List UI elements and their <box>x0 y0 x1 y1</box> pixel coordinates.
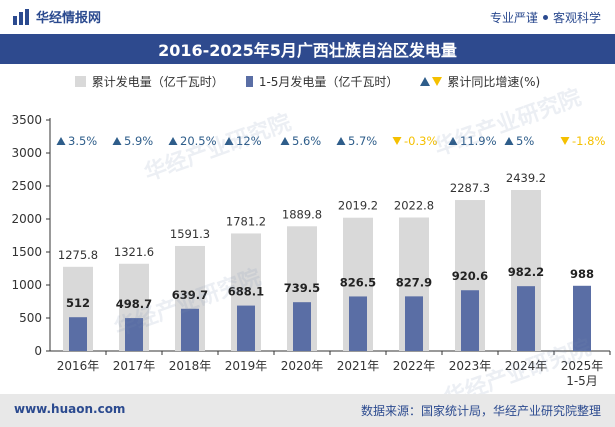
tagline: 专业严谨 客观科学 <box>490 9 601 26</box>
legend-label-cumulative: 累计发电量（亿千瓦时） <box>91 74 224 89</box>
data-label-cumulative-7: 2287.3 <box>450 181 490 195</box>
logo-icon <box>13 8 29 25</box>
y-tick-label-5: 2500 <box>11 179 42 193</box>
bar-monthly-1 <box>125 318 143 351</box>
data-label-monthly-2: 639.7 <box>172 288 208 302</box>
bar-monthly-6 <box>405 296 423 351</box>
y-tick-label-1: 500 <box>19 311 42 325</box>
growth-label-9: -1.8% <box>572 134 605 148</box>
x-tick-label-3: 2019年 <box>225 359 268 373</box>
legend-label-growth: 累计同比增速(%) <box>447 74 541 89</box>
growth-label-7: 11.9% <box>460 134 497 148</box>
footer: www.huaon.com 数据来源：国家统计局，华经产业研究院整理 <box>0 394 615 427</box>
x-tick-label-9-1: 1-5月 <box>566 374 598 388</box>
chart-title: 2016-2025年5月广西壮族自治区发电量 <box>0 34 615 64</box>
data-label-monthly-7: 920.6 <box>452 269 488 283</box>
growth-label-3: 12% <box>236 134 262 148</box>
logo-text: 华经情报网 <box>36 11 102 26</box>
bar-monthly-5 <box>349 296 367 351</box>
growth-marker-0 <box>56 137 66 145</box>
data-label-cumulative-3: 1781.2 <box>226 214 266 228</box>
y-tick-label-7: 3500 <box>11 113 42 127</box>
tagline-a: 专业严谨 <box>489 11 538 25</box>
bar-monthly-3 <box>237 305 255 351</box>
x-tick-label-9-0: 2025年 <box>561 359 604 373</box>
x-tick-label-4: 2020年 <box>281 359 324 373</box>
growth-marker-4 <box>280 137 290 145</box>
data-label-cumulative-2: 1591.3 <box>170 227 210 241</box>
x-tick-label-8: 2024年 <box>505 359 548 373</box>
legend-item-growth: 累计同比增速(%) <box>420 73 540 90</box>
bar-monthly-0 <box>69 317 87 351</box>
x-tick-label-0: 2016年 <box>57 359 100 373</box>
growth-label-6: -0.3% <box>404 134 437 148</box>
growth-marker-3 <box>224 137 234 145</box>
growth-marker-7 <box>448 137 458 145</box>
data-label-monthly-4: 739.5 <box>284 281 320 295</box>
y-tick-label-3: 1500 <box>11 245 42 259</box>
x-tick-label-7: 2023年 <box>449 359 492 373</box>
data-label-monthly-8: 982.2 <box>508 265 544 279</box>
growth-label-2: 20.5% <box>180 134 217 148</box>
data-label-cumulative-4: 1889.8 <box>282 207 322 221</box>
y-tick-label-0: 0 <box>34 344 42 358</box>
y-tick-label-6: 3000 <box>11 146 42 160</box>
x-tick-label-6: 2022年 <box>393 359 436 373</box>
data-label-monthly-5: 826.5 <box>340 275 376 289</box>
data-label-cumulative-5: 2019.2 <box>338 199 378 213</box>
data-label-cumulative-1: 1321.6 <box>114 245 154 259</box>
top-header: 华经情报网 专业严谨 客观科学 <box>0 0 615 34</box>
growth-marker-2 <box>168 137 178 145</box>
data-label-monthly-6: 827.9 <box>396 275 432 289</box>
bar-chart: 0 500 1000 1500 2000 2500 3000 3500 2016年 1275.8 5… <box>11 113 611 388</box>
growth-marker-1 <box>112 137 122 145</box>
legend-item-cumulative: 累计发电量（亿千瓦时） <box>74 73 224 90</box>
growth-label-0: 3.5% <box>68 134 97 148</box>
bar-monthly-2 <box>181 308 199 351</box>
growth-label-1: 5.9% <box>124 134 153 148</box>
legend-label-monthly: 1-5月发电量（亿千瓦时） <box>258 74 399 89</box>
brand: 华经情报网 <box>12 7 101 26</box>
bar-monthly-9 <box>573 285 591 351</box>
data-label-cumulative-0: 1275.8 <box>58 248 98 262</box>
legend-swatch-monthly <box>245 75 253 87</box>
growth-marker-6 <box>392 137 402 145</box>
footer-source: 数据来源：国家统计局，华经产业研究院整理 <box>360 404 601 418</box>
growth-marker-9 <box>560 137 570 145</box>
growth-marker-8 <box>504 137 514 145</box>
growth-marker-5 <box>336 137 346 145</box>
up-triangle-icon <box>420 76 431 86</box>
legend-swatch-cumulative <box>74 75 86 87</box>
data-label-cumulative-8: 2439.2 <box>506 171 546 185</box>
data-label-monthly-1: 498.7 <box>116 297 152 311</box>
growth-label-5: 5.7% <box>348 134 377 148</box>
bullet-icon <box>542 15 548 20</box>
bar-monthly-4 <box>293 302 311 351</box>
growth-label-8: 5% <box>516 134 534 148</box>
x-tick-label-1: 2017年 <box>113 359 156 373</box>
bar-monthly-8 <box>517 286 535 351</box>
data-label-monthly-0: 512 <box>66 296 90 310</box>
y-tick-label-4: 2000 <box>11 212 42 226</box>
y-tick-label-2: 1000 <box>11 278 42 292</box>
data-label-monthly-3: 688.1 <box>228 285 264 299</box>
down-triangle-icon <box>432 76 443 86</box>
growth-label-4: 5.6% <box>292 134 321 148</box>
data-label-cumulative-6: 2022.8 <box>394 198 434 212</box>
data-label-monthly-9: 988 <box>570 267 594 281</box>
legend-item-monthly: 1-5月发电量（亿千瓦时） <box>245 73 399 90</box>
chart-legend: 累计发电量（亿千瓦时） 1-5月发电量（亿千瓦时） 累计同比增速(%) <box>0 70 615 92</box>
x-tick-label-5: 2021年 <box>337 359 380 373</box>
tagline-b: 客观科学 <box>552 11 601 25</box>
footer-url[interactable]: www.huaon.com <box>14 402 126 416</box>
x-tick-label-2: 2018年 <box>169 359 212 373</box>
bar-monthly-7 <box>461 290 479 351</box>
